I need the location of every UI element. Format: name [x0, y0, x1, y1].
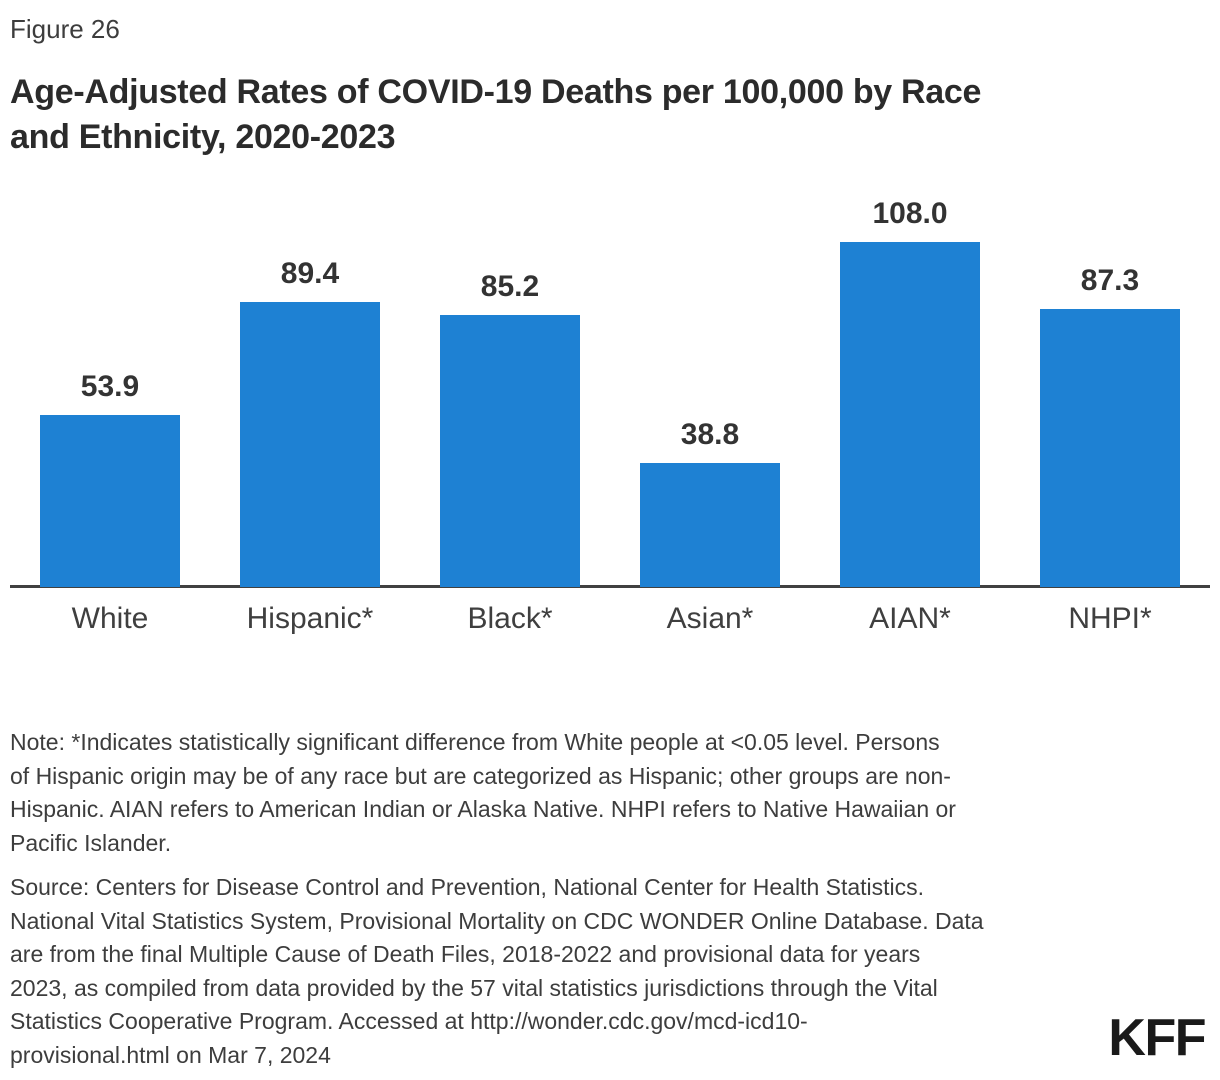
figure-label: Figure 26 [10, 14, 120, 44]
note-line: Hispanic. AIAN refers to American Indian… [10, 796, 956, 822]
source-line: Source: Centers for Disease Control and … [10, 874, 925, 900]
value-label-asian: 38.8 [680, 418, 740, 451]
category-label-nhpi: NHPI* [1068, 602, 1152, 635]
source-line: are from the final Multiple Cause of Dea… [10, 941, 921, 967]
category-label-aian: AIAN* [869, 602, 951, 635]
value-label-hispanic: 89.4 [280, 257, 340, 290]
source-line: 2023, as compiled from data provided by … [10, 974, 938, 1001]
kff-logo: KFF [1108, 1009, 1206, 1067]
value-label-white: 53.9 [80, 370, 140, 403]
category-label-black: Black* [467, 602, 553, 635]
source-text: Source: Centers for Disease Control and … [10, 871, 984, 1072]
chart-title: Age-Adjusted Rates of COVID-19 Deaths pe… [10, 70, 981, 160]
note-line: of Hispanic origin may be of any race bu… [10, 762, 951, 789]
source-line: provisional.html on Mar 7, 2024 [10, 1041, 331, 1068]
note-line: Pacific Islander. [10, 829, 172, 856]
bar-nhpi [1040, 309, 1180, 587]
category-label-white: White [71, 602, 149, 635]
x-axis-line [10, 585, 1210, 588]
chart-title-line: Age-Adjusted Rates of COVID-19 Deaths pe… [10, 73, 982, 111]
bar-hispanic [240, 302, 380, 587]
source-line: Statistics Cooperative Program. Accessed… [10, 1008, 808, 1034]
bar-chart-plot: 53.9 White 89.4 Hispanic* 85.2 Black* 38.8 Asia… [0, 190, 1220, 635]
category-label-asian: Asian* [666, 602, 754, 635]
source-line: National Vital Statistics System, Provis… [10, 907, 984, 934]
bar-asian [640, 463, 780, 587]
note-text: Note: *Indicates statistically significa… [10, 726, 956, 860]
value-label-aian: 108.0 [872, 197, 948, 230]
category-label-hispanic: Hispanic* [246, 602, 374, 635]
bar-aian [840, 242, 980, 587]
value-label-black: 85.2 [480, 270, 540, 303]
chart-title-line: and Ethnicity, 2020-2023 [10, 118, 396, 156]
value-label-nhpi: 87.3 [1080, 264, 1140, 297]
bar-black [440, 315, 580, 587]
note-line: Note: *Indicates statistically significa… [10, 729, 940, 755]
bar-white [40, 415, 180, 587]
